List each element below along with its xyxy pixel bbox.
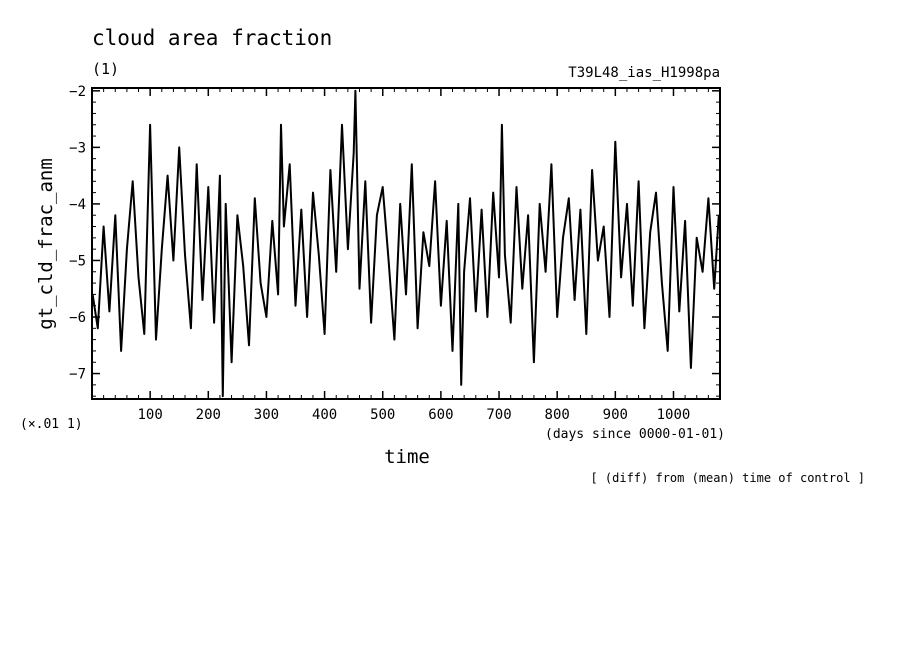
- y-tick-label: −6: [69, 310, 86, 326]
- x-tick-label: 100: [137, 407, 162, 423]
- x-axis-label: time: [384, 446, 430, 468]
- footnote: [ (diff) from (mean) time of control ]: [590, 471, 865, 485]
- x-tick-label: 600: [428, 407, 453, 423]
- y-tick-label: −2: [69, 84, 86, 100]
- x-tick-label: 300: [254, 407, 279, 423]
- x-tick-label: 800: [545, 407, 570, 423]
- x-tick-label: 500: [370, 407, 395, 423]
- y-tick-label: −5: [69, 253, 86, 269]
- plot-frame: [91, 87, 721, 400]
- y-scale-label: (×.01 1): [20, 417, 83, 432]
- series-line-0: [91, 89, 720, 398]
- y-tick-label: −4: [69, 197, 86, 213]
- units-label: (1): [92, 60, 119, 78]
- chart-title: cloud area fraction: [92, 26, 332, 50]
- run-label: T39L48_ias_H1998pa: [568, 65, 720, 81]
- x-units-label: (days since 0000-01-01): [545, 427, 725, 442]
- y-tick-label: −3: [69, 140, 86, 156]
- axis-ticks: [92, 88, 720, 399]
- x-tick-label: 700: [486, 407, 511, 423]
- x-tick-label: 200: [196, 407, 221, 423]
- plot-area: [91, 89, 720, 398]
- axis-tick-labels: 100 200 300 400 500 600 700 800 900 1000 −7 −6 −5 −4 −…: [69, 84, 690, 423]
- x-tick-label: 900: [603, 407, 628, 423]
- x-tick-label: 400: [312, 407, 337, 423]
- x-tick-label: 1000: [657, 407, 691, 423]
- y-tick-label: −7: [69, 367, 86, 383]
- y-axis-label: gt_cld_frac_anm: [35, 158, 57, 330]
